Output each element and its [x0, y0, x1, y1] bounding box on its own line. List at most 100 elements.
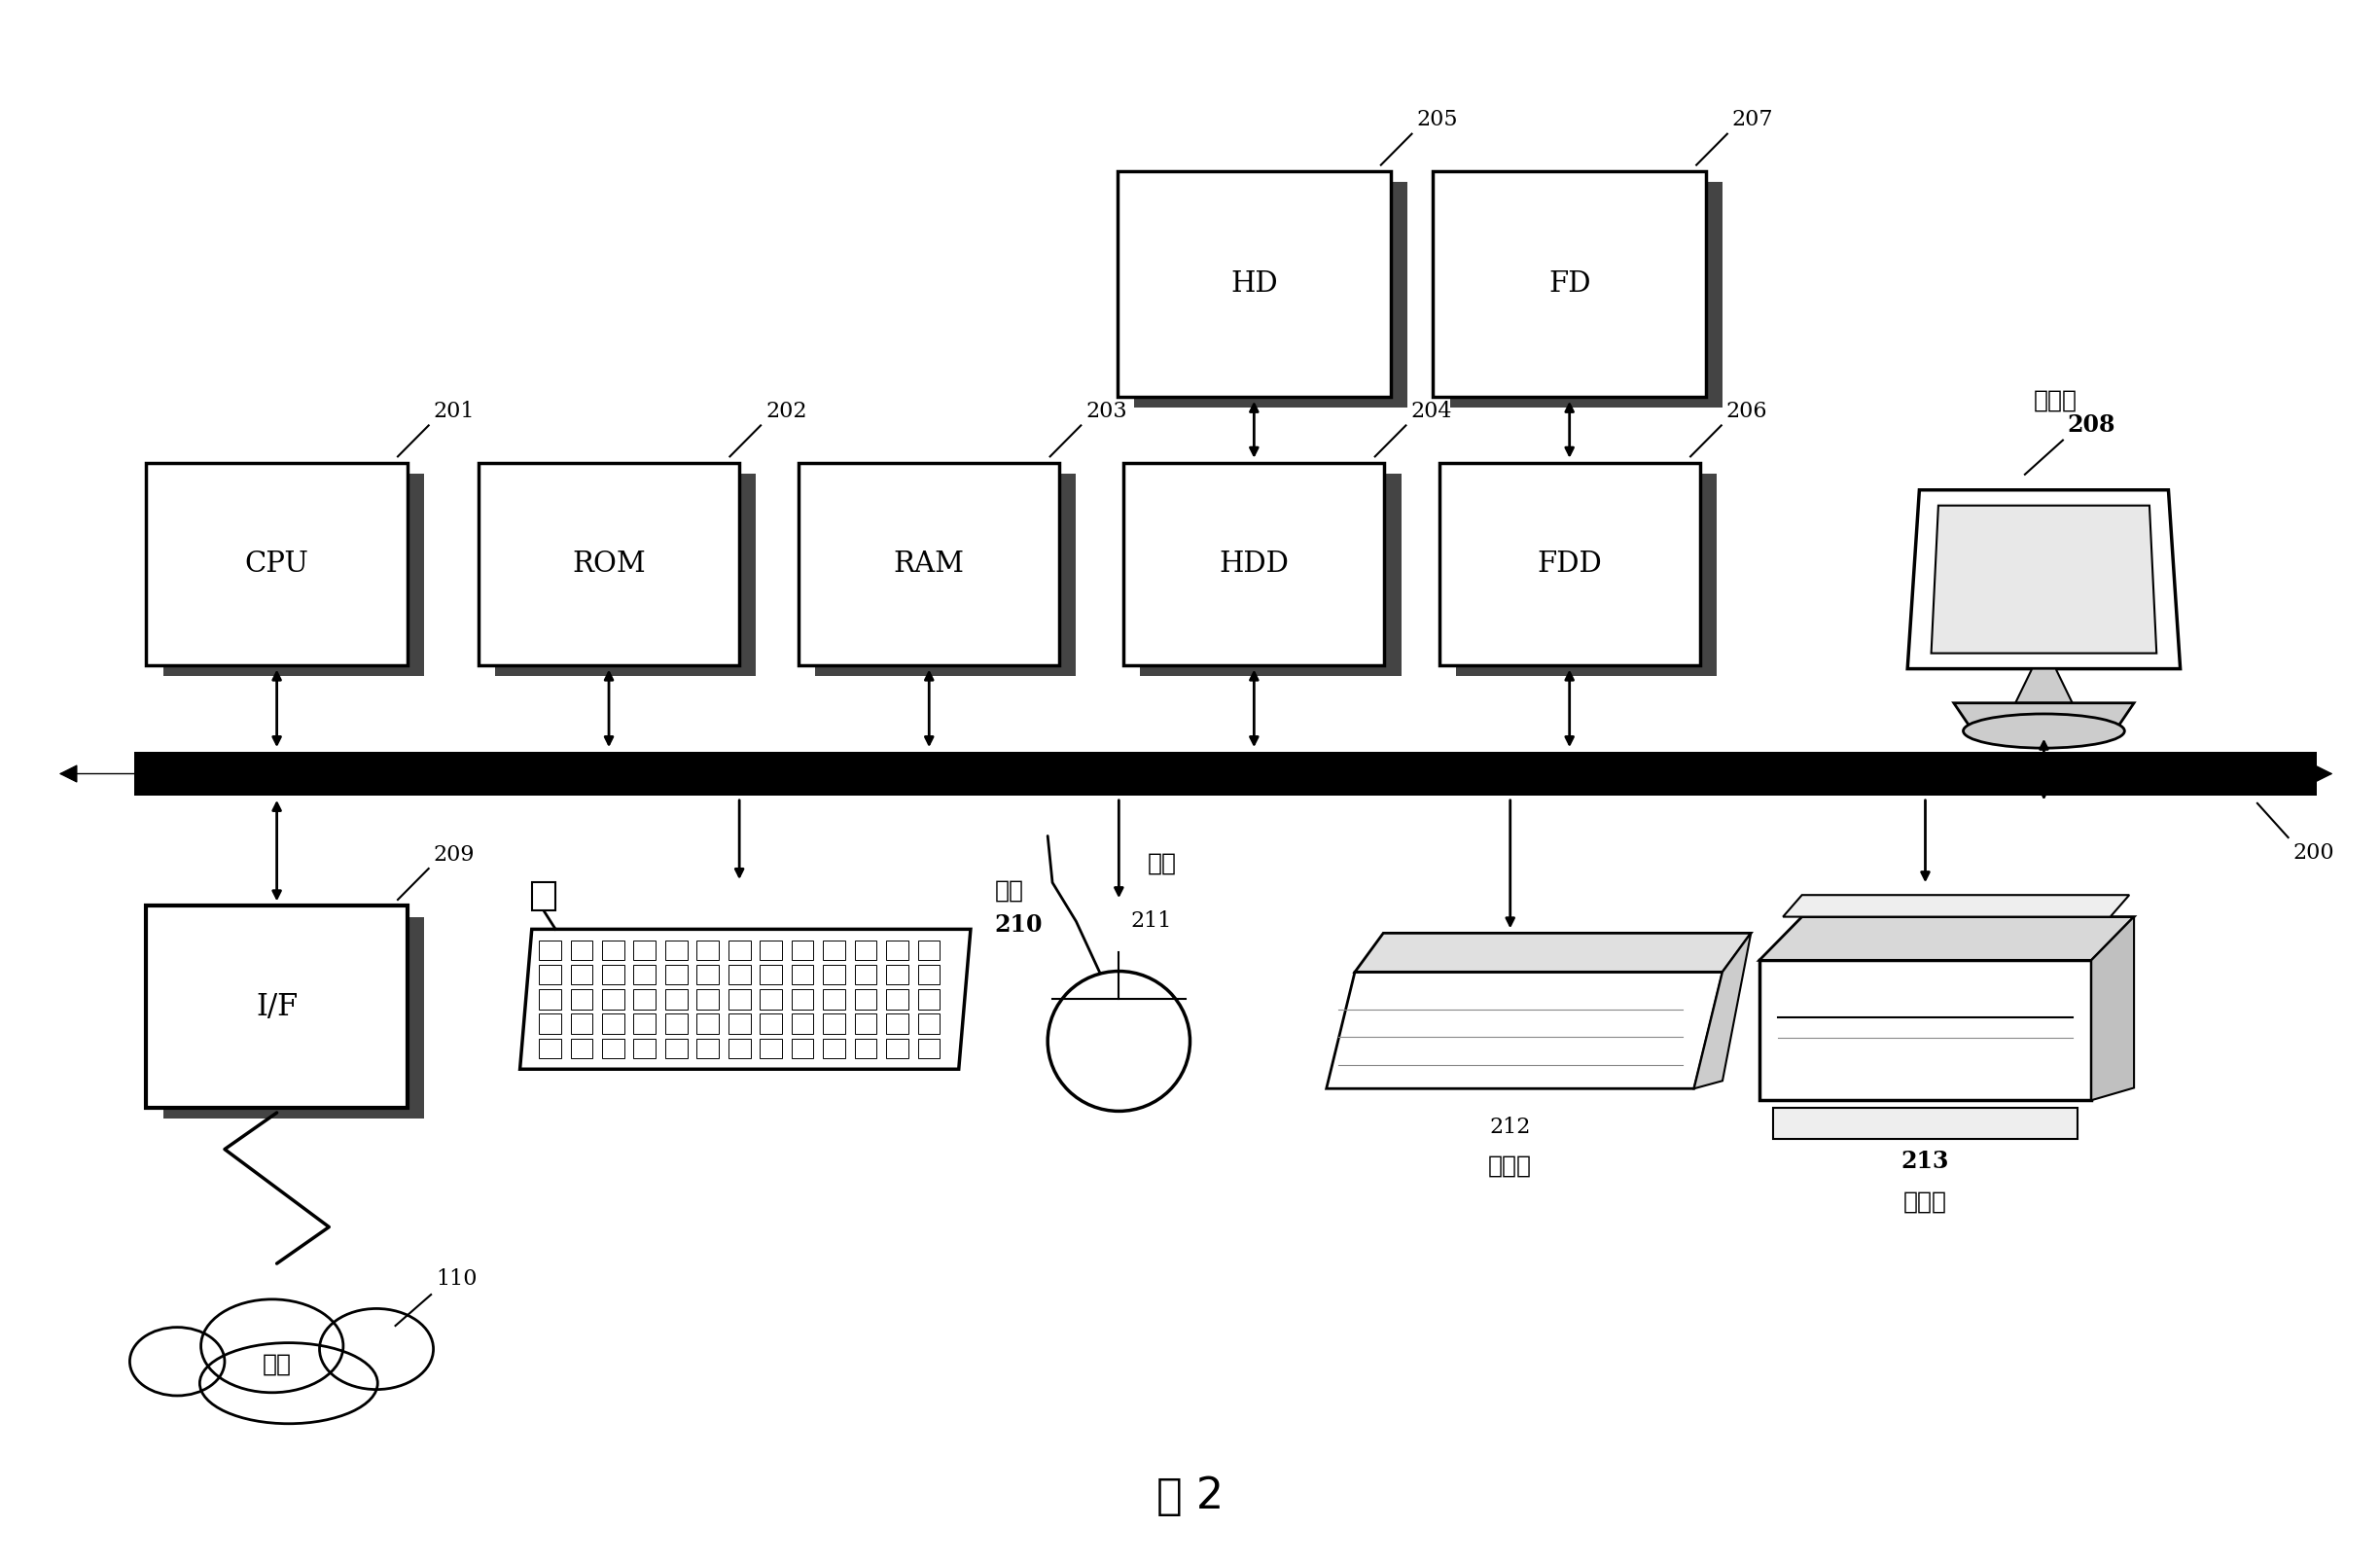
Text: RAM: RAM — [892, 550, 964, 577]
FancyBboxPatch shape — [145, 907, 407, 1108]
Text: 键盘: 键盘 — [995, 878, 1023, 902]
FancyBboxPatch shape — [664, 964, 688, 985]
Text: HDD: HDD — [1219, 550, 1290, 577]
FancyBboxPatch shape — [571, 1038, 593, 1058]
Text: 鼠标: 鼠标 — [1147, 852, 1176, 875]
Polygon shape — [1954, 703, 2135, 731]
FancyBboxPatch shape — [759, 1014, 783, 1033]
Polygon shape — [1759, 917, 2135, 960]
Polygon shape — [1354, 933, 1752, 972]
Text: 211: 211 — [1130, 911, 1171, 932]
FancyBboxPatch shape — [793, 939, 814, 960]
FancyBboxPatch shape — [162, 474, 424, 675]
Ellipse shape — [1047, 971, 1190, 1111]
FancyBboxPatch shape — [793, 989, 814, 1010]
FancyBboxPatch shape — [793, 964, 814, 985]
FancyBboxPatch shape — [538, 939, 562, 960]
Text: 200: 200 — [2292, 842, 2335, 863]
FancyBboxPatch shape — [1135, 181, 1407, 408]
FancyBboxPatch shape — [1140, 474, 1402, 675]
FancyBboxPatch shape — [823, 964, 845, 985]
FancyBboxPatch shape — [1123, 463, 1385, 664]
FancyBboxPatch shape — [571, 964, 593, 985]
FancyBboxPatch shape — [633, 989, 654, 1010]
FancyBboxPatch shape — [854, 964, 876, 985]
Text: 打印机: 打印机 — [1904, 1191, 1947, 1214]
FancyBboxPatch shape — [759, 1038, 783, 1058]
FancyBboxPatch shape — [919, 989, 940, 1010]
Ellipse shape — [131, 1327, 224, 1396]
Polygon shape — [1326, 972, 1723, 1088]
FancyBboxPatch shape — [728, 989, 750, 1010]
FancyBboxPatch shape — [728, 1038, 750, 1058]
FancyBboxPatch shape — [495, 474, 757, 675]
FancyBboxPatch shape — [697, 1038, 719, 1058]
Text: 204: 204 — [1411, 402, 1452, 422]
FancyBboxPatch shape — [697, 964, 719, 985]
FancyBboxPatch shape — [162, 917, 424, 1119]
FancyBboxPatch shape — [854, 1014, 876, 1033]
Text: 202: 202 — [766, 402, 807, 422]
FancyBboxPatch shape — [1457, 474, 1716, 675]
Polygon shape — [1906, 489, 2180, 669]
FancyBboxPatch shape — [823, 1014, 845, 1033]
Text: 网络: 网络 — [262, 1354, 290, 1377]
FancyBboxPatch shape — [759, 964, 783, 985]
FancyBboxPatch shape — [697, 1014, 719, 1033]
FancyBboxPatch shape — [885, 964, 909, 985]
Text: 213: 213 — [1902, 1150, 1949, 1174]
FancyBboxPatch shape — [136, 752, 2316, 796]
FancyBboxPatch shape — [145, 463, 407, 664]
FancyBboxPatch shape — [728, 964, 750, 985]
Ellipse shape — [200, 1299, 343, 1393]
FancyBboxPatch shape — [602, 939, 624, 960]
FancyBboxPatch shape — [823, 1038, 845, 1058]
Ellipse shape — [319, 1308, 433, 1390]
FancyBboxPatch shape — [664, 989, 688, 1010]
Text: 206: 206 — [1726, 402, 1768, 422]
Text: ROM: ROM — [571, 550, 645, 577]
FancyBboxPatch shape — [793, 1014, 814, 1033]
Text: 210: 210 — [995, 913, 1042, 936]
FancyBboxPatch shape — [664, 1014, 688, 1033]
Polygon shape — [1773, 1108, 2078, 1139]
FancyBboxPatch shape — [1119, 172, 1390, 397]
FancyBboxPatch shape — [816, 474, 1076, 675]
Text: 212: 212 — [1490, 1116, 1530, 1138]
Polygon shape — [1783, 896, 2130, 917]
FancyBboxPatch shape — [728, 1014, 750, 1033]
Text: 208: 208 — [2068, 414, 2116, 438]
Text: 110: 110 — [436, 1269, 476, 1289]
Text: 图 2: 图 2 — [1157, 1475, 1223, 1518]
FancyBboxPatch shape — [538, 1038, 562, 1058]
Text: I/F: I/F — [255, 993, 298, 1022]
FancyBboxPatch shape — [854, 1038, 876, 1058]
FancyBboxPatch shape — [919, 964, 940, 985]
Polygon shape — [1759, 960, 2092, 1100]
Text: HD: HD — [1230, 270, 1278, 297]
FancyBboxPatch shape — [697, 939, 719, 960]
FancyBboxPatch shape — [1433, 172, 1706, 397]
FancyBboxPatch shape — [633, 1014, 654, 1033]
Ellipse shape — [1963, 714, 2125, 749]
FancyBboxPatch shape — [602, 1038, 624, 1058]
Text: 201: 201 — [433, 402, 474, 422]
FancyBboxPatch shape — [728, 939, 750, 960]
FancyBboxPatch shape — [602, 1014, 624, 1033]
FancyBboxPatch shape — [885, 1014, 909, 1033]
FancyBboxPatch shape — [633, 939, 654, 960]
Ellipse shape — [200, 1343, 378, 1424]
FancyBboxPatch shape — [800, 463, 1059, 664]
FancyBboxPatch shape — [793, 1038, 814, 1058]
FancyBboxPatch shape — [823, 989, 845, 1010]
FancyBboxPatch shape — [919, 1014, 940, 1033]
FancyBboxPatch shape — [571, 939, 593, 960]
Polygon shape — [519, 930, 971, 1069]
FancyBboxPatch shape — [885, 939, 909, 960]
FancyBboxPatch shape — [1449, 181, 1723, 408]
Text: 显示器: 显示器 — [2035, 389, 2078, 413]
FancyBboxPatch shape — [538, 964, 562, 985]
Polygon shape — [1695, 933, 1752, 1088]
FancyBboxPatch shape — [823, 939, 845, 960]
FancyBboxPatch shape — [759, 989, 783, 1010]
